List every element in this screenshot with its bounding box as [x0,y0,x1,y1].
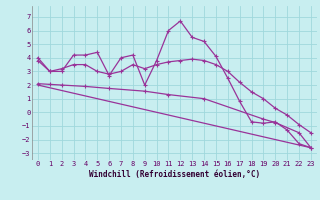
X-axis label: Windchill (Refroidissement éolien,°C): Windchill (Refroidissement éolien,°C) [89,170,260,179]
